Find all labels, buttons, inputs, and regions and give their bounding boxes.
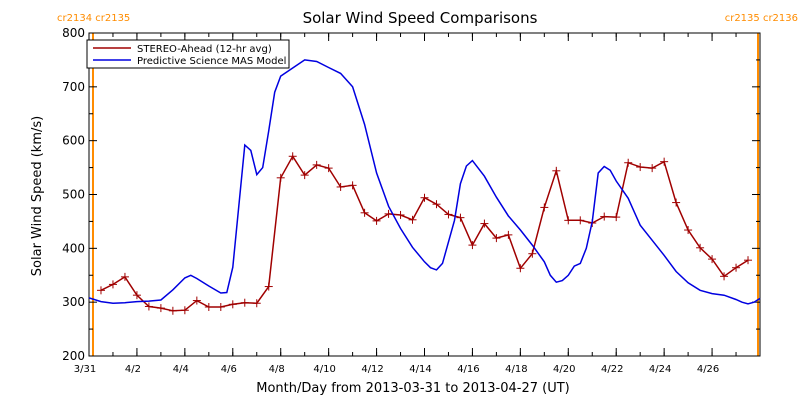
data-point xyxy=(480,219,489,228)
y-tick-label: 200 xyxy=(62,349,85,363)
carrington-label: cr2135 cr2136 xyxy=(725,13,798,24)
data-point xyxy=(540,203,549,212)
x-tick-label: 4/14 xyxy=(409,364,431,375)
data-point xyxy=(720,272,729,281)
x-axis-label: Month/Day from 2013-03-31 to 2013-04-27 … xyxy=(256,381,569,396)
data-point xyxy=(612,213,621,222)
x-tick-label: 4/2 xyxy=(125,364,141,375)
data-point xyxy=(156,304,165,313)
data-point xyxy=(492,234,501,243)
data-point xyxy=(216,303,225,312)
x-tick-label: 4/24 xyxy=(649,364,671,375)
x-tick-label: 4/4 xyxy=(173,364,189,375)
data-point xyxy=(468,241,477,250)
data-point xyxy=(336,182,345,191)
data-point xyxy=(684,226,693,235)
data-point xyxy=(744,256,753,265)
data-point xyxy=(708,255,717,264)
x-tick-label: 4/16 xyxy=(457,364,479,375)
carrington-markers xyxy=(91,33,760,356)
y-axis-label: Solar Wind Speed (km/s) xyxy=(30,116,45,276)
y-axis: 200 300 400 500 600 700 800 xyxy=(62,26,760,363)
data-point xyxy=(732,263,741,272)
series-layer xyxy=(88,59,761,315)
carrington-labels: cr2134 cr2135 cr2135 cr2136 xyxy=(57,13,798,24)
data-point xyxy=(528,249,537,258)
data-point xyxy=(360,208,369,217)
y-tick-label: 700 xyxy=(62,80,85,94)
y-tick-label: 600 xyxy=(62,134,85,148)
legend: STEREO-Ahead (12-hr avg)Predictive Scien… xyxy=(86,39,290,69)
data-point xyxy=(276,173,285,182)
data-point xyxy=(132,291,141,300)
x-tick-label: 4/12 xyxy=(361,364,383,375)
data-point xyxy=(108,280,117,289)
data-point xyxy=(552,166,561,175)
data-point xyxy=(600,212,609,221)
series-line-mas-model xyxy=(88,59,761,305)
data-point xyxy=(288,152,297,161)
data-point xyxy=(252,299,261,308)
data-point xyxy=(624,158,633,167)
data-point xyxy=(576,216,585,225)
data-point xyxy=(300,171,309,180)
data-point xyxy=(672,198,681,207)
data-point xyxy=(204,303,213,312)
y-tick-label: 300 xyxy=(62,295,85,309)
x-tick-label: 4/6 xyxy=(221,364,237,375)
data-point xyxy=(384,209,393,218)
data-point xyxy=(456,213,465,222)
data-point xyxy=(348,181,357,190)
x-tick-label: 4/8 xyxy=(269,364,285,375)
x-tick-label: 4/20 xyxy=(553,364,575,375)
data-point xyxy=(264,282,273,291)
data-point xyxy=(96,286,105,295)
data-point xyxy=(180,306,189,315)
data-point xyxy=(324,164,333,173)
x-tick-label: 4/10 xyxy=(313,364,335,375)
y-tick-label: 400 xyxy=(62,241,85,255)
data-point xyxy=(444,210,453,219)
data-point xyxy=(372,216,381,225)
data-point xyxy=(636,163,645,172)
legend-box xyxy=(86,39,290,69)
data-point xyxy=(192,296,201,305)
data-point xyxy=(396,210,405,219)
legend-label: Predictive Science MAS Model xyxy=(137,56,286,67)
data-point xyxy=(648,164,657,173)
x-tick-label: 4/22 xyxy=(601,364,623,375)
x-axis: 3/31 4/2 4/4 4/6 4/8 4/10 4/12 4/14 4/16 4/18 4/20… xyxy=(74,33,761,375)
data-point xyxy=(144,302,153,311)
data-point xyxy=(120,272,129,281)
data-point xyxy=(516,264,525,273)
chart-title: Solar Wind Speed Comparisons xyxy=(303,9,538,27)
data-point xyxy=(660,157,669,166)
x-tick-label: 4/26 xyxy=(697,364,719,375)
data-point xyxy=(432,200,441,209)
data-point xyxy=(312,160,321,169)
data-point xyxy=(420,193,429,202)
data-point xyxy=(504,230,513,239)
data-point xyxy=(408,215,417,224)
carrington-label: cr2134 cr2135 xyxy=(57,13,130,24)
data-point xyxy=(696,243,705,252)
y-tick-label: 500 xyxy=(62,188,85,202)
x-tick-label: 3/31 xyxy=(74,364,96,375)
series-line-stereo-ahead xyxy=(100,154,749,312)
data-point xyxy=(564,216,573,225)
legend-label: STEREO-Ahead (12-hr avg) xyxy=(137,44,272,55)
data-point xyxy=(240,298,249,307)
x-tick-label: 4/18 xyxy=(505,364,527,375)
data-point xyxy=(228,300,237,309)
y-tick-label: 800 xyxy=(62,26,85,40)
data-point xyxy=(168,306,177,315)
